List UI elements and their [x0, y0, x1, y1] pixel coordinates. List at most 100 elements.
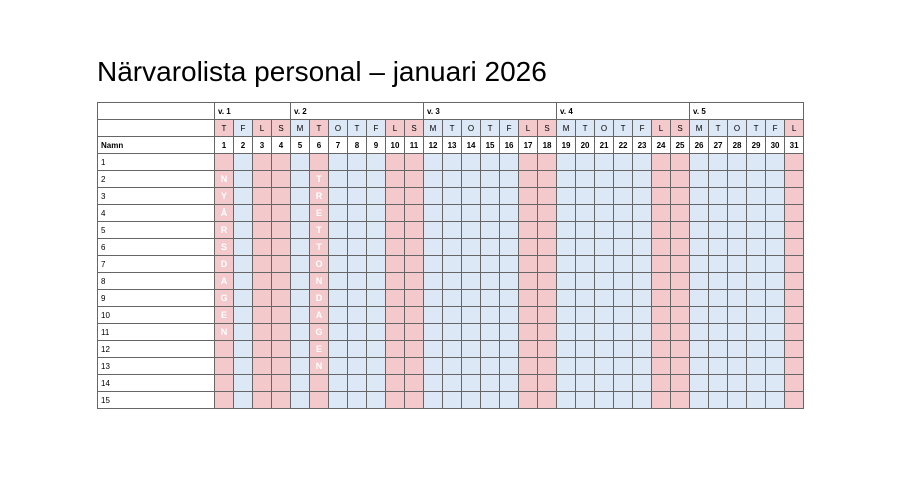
- day-cell: [727, 153, 748, 171]
- day-cell: [271, 289, 291, 307]
- day-cell: [632, 204, 653, 222]
- day-cell: [423, 357, 444, 375]
- day-cell: [290, 289, 310, 307]
- day-cell: [403, 391, 425, 409]
- day-number: 19: [556, 136, 577, 154]
- day-cell: [651, 255, 672, 273]
- day-cell: [689, 306, 710, 324]
- day-cell: [252, 187, 272, 205]
- day-cell: [727, 272, 748, 290]
- day-cell: [746, 357, 767, 375]
- day-cell: [290, 255, 310, 273]
- day-cell: [233, 323, 253, 341]
- day-number: 26: [689, 136, 710, 154]
- row-number: 4: [97, 204, 215, 222]
- day-cell: [556, 374, 577, 392]
- day-cell: [271, 204, 291, 222]
- day-cell: [461, 238, 482, 256]
- day-cell: [480, 153, 501, 171]
- day-cell: [784, 340, 805, 358]
- day-cell: [385, 306, 405, 324]
- day-number: 1: [214, 136, 234, 154]
- day-cell: [727, 255, 748, 273]
- day-cell: [480, 391, 501, 409]
- day-number: 22: [613, 136, 634, 154]
- holiday-cell: E: [309, 340, 329, 358]
- day-cell: [385, 272, 405, 290]
- day-cell: [594, 238, 615, 256]
- day-cell: [556, 238, 577, 256]
- day-cell: [784, 306, 805, 324]
- day-cell: [765, 153, 786, 171]
- day-cell: [480, 272, 501, 290]
- day-cell: [727, 357, 748, 375]
- day-cell: [518, 153, 539, 171]
- day-cell: [708, 238, 729, 256]
- day-cell: [518, 170, 539, 188]
- day-cell: [252, 374, 272, 392]
- holiday-cell: N: [309, 357, 329, 375]
- day-cell: [385, 340, 405, 358]
- day-cell: [328, 289, 348, 307]
- day-cell: [499, 187, 520, 205]
- day-cell: [632, 272, 653, 290]
- day-cell: [252, 323, 272, 341]
- day-cell: [765, 255, 786, 273]
- row-number: 7: [97, 255, 215, 273]
- day-cell: [651, 272, 672, 290]
- day-number: 30: [765, 136, 786, 154]
- day-cell: [290, 323, 310, 341]
- day-number: 9: [366, 136, 386, 154]
- day-cell: [670, 153, 691, 171]
- day-cell: [423, 238, 444, 256]
- day-cell: [746, 204, 767, 222]
- day-cell: [461, 357, 482, 375]
- day-cell: [746, 374, 767, 392]
- day-cell: [403, 340, 425, 358]
- holiday-cell: T: [309, 221, 329, 239]
- day-cell: [252, 272, 272, 290]
- day-cell: [727, 374, 748, 392]
- day-cell: [233, 221, 253, 239]
- row-number: 5: [97, 221, 215, 239]
- day-cell: [537, 170, 558, 188]
- day-cell: [480, 374, 501, 392]
- day-cell: [442, 187, 463, 205]
- day-cell: [613, 153, 634, 171]
- day-cell: [290, 187, 310, 205]
- day-cell: [708, 187, 729, 205]
- day-number: 7: [328, 136, 348, 154]
- day-number: 15: [480, 136, 501, 154]
- day-cell: [347, 170, 367, 188]
- day-cell: [765, 306, 786, 324]
- day-number: 27: [708, 136, 729, 154]
- weekday: T: [575, 119, 596, 137]
- day-cell: [461, 272, 482, 290]
- day-cell: [423, 289, 444, 307]
- holiday-cell: [214, 357, 234, 375]
- day-cell: [518, 272, 539, 290]
- day-cell: [746, 323, 767, 341]
- day-cell: [423, 340, 444, 358]
- day-cell: [271, 323, 291, 341]
- day-cell: [328, 204, 348, 222]
- day-cell: [575, 340, 596, 358]
- day-cell: [385, 391, 405, 409]
- day-cell: [765, 221, 786, 239]
- day-cell: [442, 289, 463, 307]
- day-cell: [252, 153, 272, 171]
- day-cell: [537, 272, 558, 290]
- day-cell: [290, 357, 310, 375]
- row-number: 13: [97, 357, 215, 375]
- person-row: 14: [97, 374, 805, 392]
- day-cell: [537, 357, 558, 375]
- day-cell: [765, 323, 786, 341]
- week-label: v. 3: [423, 102, 558, 120]
- day-cell: [328, 391, 348, 409]
- day-cell: [670, 221, 691, 239]
- holiday-cell: N: [309, 272, 329, 290]
- day-cell: [252, 357, 272, 375]
- day-cell: [613, 272, 634, 290]
